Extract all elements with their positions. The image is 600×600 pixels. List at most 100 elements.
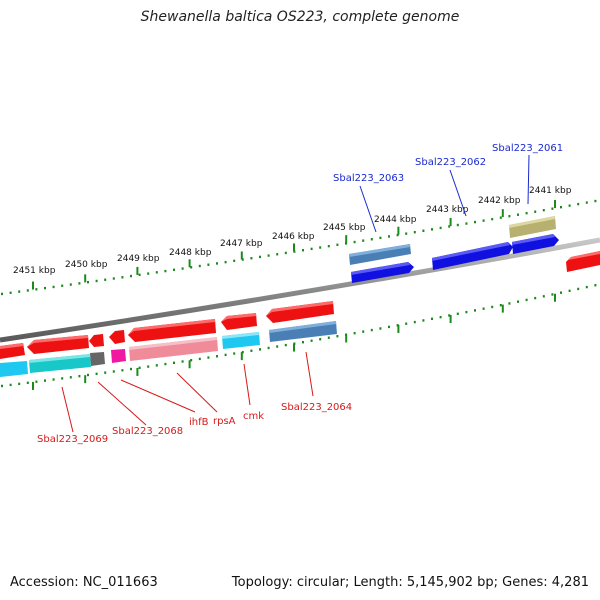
gene-arrow-sbal223-2069-reverse[interactable] <box>27 335 89 354</box>
ruler-label-2444: 2444 kbp <box>374 215 417 225</box>
gene-label-sbal223-2063[interactable]: Sbal223_2063 <box>333 173 404 184</box>
ruler-minor-tick <box>61 377 64 380</box>
ruler-minor-tick <box>35 380 38 383</box>
ruler-minor-tick <box>267 346 270 350</box>
ruler-minor-tick <box>310 247 313 251</box>
ruler-minor-tick <box>284 343 287 347</box>
gene-label-cmk[interactable]: cmk <box>243 411 264 422</box>
ruler-minor-tick <box>181 267 184 270</box>
gene-arrow-sbal223-2068-reverse[interactable] <box>89 334 104 347</box>
leader-sbal223-2064 <box>305 351 314 397</box>
ruler-minor-tick <box>18 290 21 293</box>
ruler-label-2443: 2443 kbp <box>426 205 469 215</box>
cog-bar-sbal223-2068-gray[interactable] <box>90 352 105 366</box>
ruler-minor-tick <box>233 352 236 355</box>
ruler-minor-tick <box>491 305 494 309</box>
cog-bar-ihfb[interactable] <box>111 349 126 363</box>
ruler-minor-tick <box>499 304 502 307</box>
gene-arrow-ihfb-reverse[interactable] <box>109 330 125 344</box>
ruler-minor-tick <box>405 322 408 325</box>
ruler-minor-tick <box>190 359 193 362</box>
ruler-minor-tick <box>52 285 55 289</box>
ruler-minor-tick <box>224 353 227 357</box>
ruler-minor-tick <box>560 291 562 294</box>
cog-bar-rpsa[interactable] <box>129 337 218 361</box>
ruler-minor-tick <box>594 284 597 287</box>
gene-arrow-sbal223-2061-cog[interactable] <box>509 216 556 238</box>
ruler-minor-tick <box>439 315 442 319</box>
ruler-minor-tick <box>431 228 433 231</box>
gene-arrow-sbal223-2062[interactable] <box>432 242 513 270</box>
gene-label-rpsa[interactable]: rpsA <box>213 416 236 427</box>
ruler-minor-tick <box>439 226 442 230</box>
cog-bar-cmk[interactable] <box>222 332 260 349</box>
ruler-minor-tick <box>525 298 528 302</box>
ruler-minor-tick <box>568 289 571 293</box>
ruler-minor-tick <box>413 320 416 324</box>
ruler-minor-tick <box>577 287 580 291</box>
gene-arrow-sbal223-2061[interactable] <box>512 234 559 254</box>
gene-arrow-sbal223-2063-cog[interactable] <box>349 244 411 265</box>
cog-bar-left-edge[interactable] <box>0 361 28 377</box>
accession-text: Accession: NC_011663 <box>10 575 158 590</box>
leader-sbal223-2062 <box>449 169 467 217</box>
ruler-minor-tick <box>499 216 502 219</box>
ruler-label-2450: 2450 kbp <box>65 260 108 270</box>
ruler-minor-tick <box>1 384 3 388</box>
ruler-minor-tick <box>190 266 193 269</box>
ruler-label-2449: 2449 kbp <box>117 254 160 264</box>
cog-bar-sbal223-2069[interactable] <box>29 354 91 373</box>
ruler-label-2446: 2446 kbp <box>272 232 315 242</box>
ruler-minor-tick <box>216 262 218 265</box>
ruler-minor-tick <box>9 383 12 387</box>
gene-label-sbal223-2062[interactable]: Sbal223_2062 <box>415 157 486 168</box>
ruler-minor-tick <box>448 314 451 317</box>
gene-label-sbal223-2061[interactable]: Sbal223_2061 <box>492 143 563 154</box>
cog-bar-sbal223-2064[interactable] <box>269 321 337 342</box>
ruler-minor-tick <box>44 379 46 382</box>
ruler-minor-tick <box>542 295 545 298</box>
ruler-minor-tick <box>310 339 313 342</box>
ruler-minor-tick <box>508 214 511 218</box>
ruler-minor-tick <box>155 271 158 274</box>
gene-label-sbal223-2064[interactable]: Sbal223_2064 <box>281 402 352 413</box>
ruler-minor-tick <box>370 238 373 241</box>
ruler-minor-tick <box>431 317 433 321</box>
gene-label-sbal223-2069[interactable]: Sbal223_2069 <box>37 434 108 445</box>
gene-arrow-cmk-reverse[interactable] <box>221 313 257 330</box>
ruler-minor-tick <box>78 282 81 285</box>
ruler-minor-tick <box>302 249 304 252</box>
ruler-minor-tick <box>155 364 158 367</box>
ruler-minor-tick <box>207 356 210 359</box>
ruler-minor-tick <box>112 277 115 280</box>
ruler-minor-tick <box>147 365 150 368</box>
ruler-minor-tick <box>534 210 537 213</box>
ruler-minor-tick <box>121 276 124 279</box>
gene-arrow-sbal223-2063[interactable] <box>351 262 414 283</box>
ruler-minor-tick <box>207 263 210 266</box>
ruler-minor-tick <box>370 328 373 332</box>
ruler-label-2445: 2445 kbp <box>323 223 366 233</box>
ruler-minor-tick <box>138 366 141 370</box>
ruler-minor-tick <box>327 336 330 339</box>
leader-cmk <box>243 363 251 406</box>
gene-arrow-sbal223-2064-reverse[interactable] <box>266 301 334 323</box>
gene-label-ihfb[interactable]: ihfB <box>189 417 209 428</box>
ruler-minor-tick <box>250 257 253 260</box>
ruler-minor-tick <box>405 232 408 235</box>
gene-arrow-edge-reverse[interactable] <box>566 251 600 272</box>
ruler-minor-tick <box>276 253 279 256</box>
ruler-minor-tick <box>250 349 253 352</box>
ruler-minor-tick <box>233 259 236 263</box>
gene-arrow-left-edge[interactable] <box>0 343 25 359</box>
ruler-minor-tick <box>379 327 382 330</box>
ruler-minor-tick <box>104 278 107 281</box>
ruler-minor-tick <box>336 335 339 338</box>
ruler-minor-tick <box>379 236 382 240</box>
ruler-minor-tick <box>224 260 227 264</box>
outer-ruler <box>1 199 597 296</box>
gene-label-sbal223-2068[interactable]: Sbal223_2068 <box>112 426 183 437</box>
gene-arrow-rpsa-reverse[interactable] <box>128 319 216 342</box>
ruler-minor-tick <box>345 242 347 245</box>
ruler-minor-tick <box>35 288 38 291</box>
